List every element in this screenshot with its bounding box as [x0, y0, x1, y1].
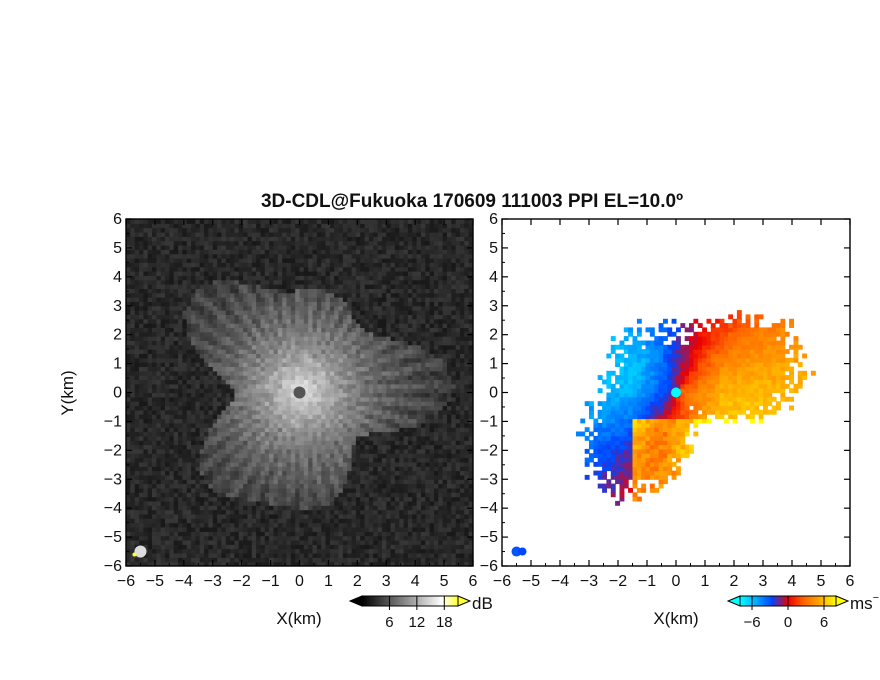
velocity-ticks: −6 −5 −4 −3 −2 −1 0 1 2 3 4 5 6 6 5 4 3 2 1 0 −1 −2 −3 −4 −5 −6	[480, 211, 855, 590]
x-tick-label: −6	[117, 573, 135, 590]
x-tick-label: −3	[204, 573, 222, 590]
y-tick-label: −4	[104, 500, 122, 517]
y-tick-label: 6	[489, 211, 498, 228]
x-tick-label: 4	[788, 573, 797, 590]
velocity-x-axis-label: X(km)	[653, 609, 698, 628]
y-tick-label: −2	[104, 442, 122, 459]
x-tick-label: −5	[522, 573, 540, 590]
corner-target	[134, 545, 147, 558]
chart-title: 3D-CDL@Fukuoka 170609 111003 PPI EL=10.0…	[261, 191, 683, 212]
x-tick-label: 1	[701, 573, 710, 590]
x-tick-label: 6	[469, 573, 478, 590]
x-tick-label: −1	[638, 573, 656, 590]
y-tick-label: −5	[104, 529, 122, 546]
reflectivity-x-axis-label: X(km)	[276, 609, 321, 628]
y-tick-label: 5	[489, 240, 498, 257]
x-tick-label: 5	[817, 573, 826, 590]
y-tick-label: 3	[489, 298, 498, 315]
radar-site-marker	[293, 386, 306, 399]
velocity-plot-area	[511, 310, 816, 557]
radar-site-marker	[671, 387, 681, 398]
velocity-colorbar: −6 0 6 ms−1	[726, 592, 880, 631]
x-tick-label: −3	[580, 573, 598, 590]
y-tick-label: −6	[104, 558, 122, 575]
colorbar-unit: ms−1	[850, 592, 880, 613]
y-tick-label: −3	[480, 471, 498, 488]
y-tick-label: −1	[104, 413, 122, 430]
y-tick-label: −2	[480, 442, 498, 459]
colorbar-tick-label: −6	[743, 614, 760, 631]
y-tick-label: 1	[489, 356, 498, 373]
y-tick-label: 5	[113, 240, 122, 257]
x-tick-label: 0	[672, 573, 681, 590]
reflectivity-plot-area	[126, 219, 473, 566]
y-tick-label: 6	[113, 211, 122, 228]
y-tick-label: 2	[113, 327, 122, 344]
y-tick-label: −3	[104, 471, 122, 488]
reflectivity-y-axis-label: Y(km)	[58, 370, 77, 415]
x-tick-label: −1	[261, 573, 279, 590]
reflectivity-ticks: −6 −5 −4 −3 −2 −1 0 1 2 3 4 5 6 6 5 4 3 2 1 0 −1 −2 −3 −4 −5 −6	[104, 211, 478, 590]
x-tick-label: 3	[759, 573, 768, 590]
colorbar-tick-label: 12	[409, 614, 426, 631]
y-tick-label: 0	[113, 385, 122, 402]
x-tick-label: 5	[440, 573, 449, 590]
reflectivity-noise-field	[126, 219, 473, 566]
x-tick-label: −6	[493, 573, 511, 590]
x-tick-label: −2	[609, 573, 627, 590]
y-tick-label: −6	[480, 558, 498, 575]
colorbar-unit: dB	[472, 594, 493, 613]
colorbar-tick-label: 0	[784, 614, 792, 631]
x-tick-label: 3	[382, 573, 391, 590]
y-tick-label: 3	[113, 298, 122, 315]
x-tick-label: 2	[730, 573, 739, 590]
colorbar-tick-label: 6	[820, 614, 828, 631]
velocity-field	[576, 310, 816, 506]
x-tick-label: 4	[411, 573, 420, 590]
y-tick-label: −5	[480, 529, 498, 546]
x-tick-label: −2	[233, 573, 251, 590]
y-tick-label: 4	[489, 269, 498, 286]
x-tick-label: 0	[295, 573, 304, 590]
y-tick-label: 0	[489, 385, 498, 402]
x-tick-label: −4	[551, 573, 569, 590]
x-tick-label: 6	[846, 573, 855, 590]
reflectivity-colorbar: 6 12 18 dB	[348, 594, 493, 631]
colorbar-tick-label: 6	[385, 614, 393, 631]
y-tick-label: 1	[113, 356, 122, 373]
y-tick-label: −1	[480, 413, 498, 430]
y-tick-label: 2	[489, 327, 498, 344]
corner-target	[511, 546, 522, 557]
y-tick-label: 4	[113, 269, 122, 286]
x-tick-label: −5	[146, 573, 164, 590]
velocity-panel: −6 −5 −4 −3 −2 −1 0 1 2 3 4 5 6 6 5 4 3 2 1 0 −1 −2 −3 −4 −5 −6 X…	[480, 211, 880, 631]
x-tick-label: 2	[353, 573, 362, 590]
colorbar-tick-label: 18	[436, 614, 453, 631]
x-tick-label: 1	[324, 573, 333, 590]
x-tick-label: −4	[175, 573, 193, 590]
y-tick-label: −4	[480, 500, 498, 517]
